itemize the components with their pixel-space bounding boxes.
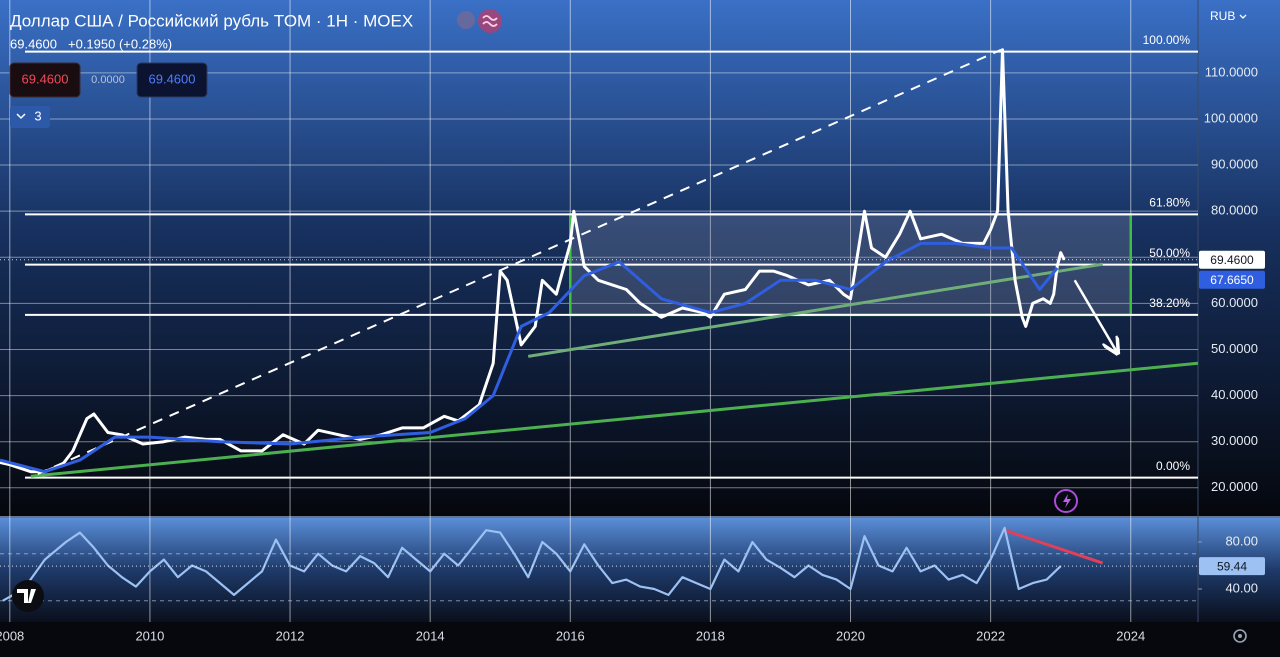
x-tick-label: 2018 [696, 628, 725, 643]
fib-level-label: 0.00% [1156, 459, 1190, 473]
x-tick-label: 2022 [976, 628, 1005, 643]
buy-button[interactable] [136, 62, 208, 98]
last-value-label: 69.4600 [1210, 253, 1254, 267]
fib-level-label: 100.00% [1143, 33, 1191, 47]
x-tick-label: 2020 [836, 628, 865, 643]
overlay-layer: Доллар США / Российский рубль TOM · 1H ·… [0, 9, 1265, 643]
settings-icon[interactable] [1233, 629, 1247, 643]
plot-layer [0, 0, 1202, 622]
y-tick-label: 100.0000 [1204, 110, 1258, 125]
y-tick-label: 80.00 [1225, 533, 1258, 548]
tradingview-logo[interactable] [12, 580, 44, 612]
y-tick-label: 30.0000 [1211, 433, 1258, 448]
y-tick-label: 110.0000 [1205, 64, 1258, 79]
gear-ring [1233, 629, 1247, 643]
logo-glyph [17, 589, 36, 603]
y-tick-label: 90.0000 [1211, 156, 1258, 171]
price-change: +0.1950 (+0.28%) [68, 36, 172, 51]
last-value-label: 67.6650 [1210, 273, 1254, 287]
trendline [1004, 528, 1104, 565]
trendline [37, 48, 1002, 475]
indicators-count: 3 [34, 108, 41, 123]
gear-hub [1238, 634, 1242, 638]
icon-bg [457, 11, 475, 29]
y-tick-label: 80.0000 [1211, 203, 1258, 218]
ask-price: 69.4600 [149, 71, 196, 86]
last-value-tag [1199, 270, 1265, 289]
x-tick-label: 2024 [1116, 628, 1145, 643]
fib-level-label: 61.80% [1149, 196, 1190, 210]
spread: 0.0000 [91, 74, 125, 86]
icon-bg [478, 9, 502, 33]
y-tick-label: 40.00 [1225, 580, 1258, 595]
x-tick-label: 2008 [0, 628, 24, 643]
icon-ring [1054, 489, 1078, 513]
x-tick-label: 2014 [416, 628, 445, 643]
series-line [2, 526, 1062, 602]
trendline [1073, 279, 1117, 352]
chart-style-icon[interactable] [457, 9, 502, 33]
rsi-pane-background [0, 518, 1280, 622]
time-axis-background [0, 622, 1280, 657]
trendline [30, 361, 1199, 478]
symbol-title: Доллар США / Российский рубль TOM · 1H ·… [10, 11, 413, 30]
currency-selector[interactable]: RUB [1210, 9, 1235, 23]
bid-price: 69.4600 [22, 71, 69, 86]
alert-icon[interactable] [1054, 489, 1078, 513]
sell-button[interactable] [9, 62, 81, 98]
fib-level-label: 50.00% [1149, 246, 1190, 260]
y-tick-label: 60.0000 [1211, 295, 1258, 310]
trendline [527, 262, 1103, 358]
last-value-tag [1199, 557, 1265, 576]
series-line [0, 48, 1066, 474]
main-pane-background [0, 0, 1280, 516]
indicators-toggle[interactable] [10, 106, 50, 128]
fib-level-label: 38.20% [1149, 296, 1190, 310]
y-tick-label: 20.0000 [1211, 479, 1258, 494]
y-tick-label: 40.0000 [1211, 387, 1258, 402]
icon-glyph [482, 15, 498, 27]
chevron-icon [16, 113, 26, 120]
y-tick-label: 50.0000 [1211, 341, 1258, 356]
x-tick-label: 2012 [276, 628, 305, 643]
last-value-label: 59.44 [1217, 559, 1247, 573]
series-line [0, 241, 1059, 474]
last-price: 69.4600 [10, 36, 57, 51]
icon-glyph [1063, 494, 1071, 508]
x-tick-label: 2016 [556, 628, 585, 643]
last-value-tag [1199, 250, 1265, 269]
chevron-icon [1239, 14, 1247, 19]
x-tick-label: 2010 [135, 628, 164, 643]
